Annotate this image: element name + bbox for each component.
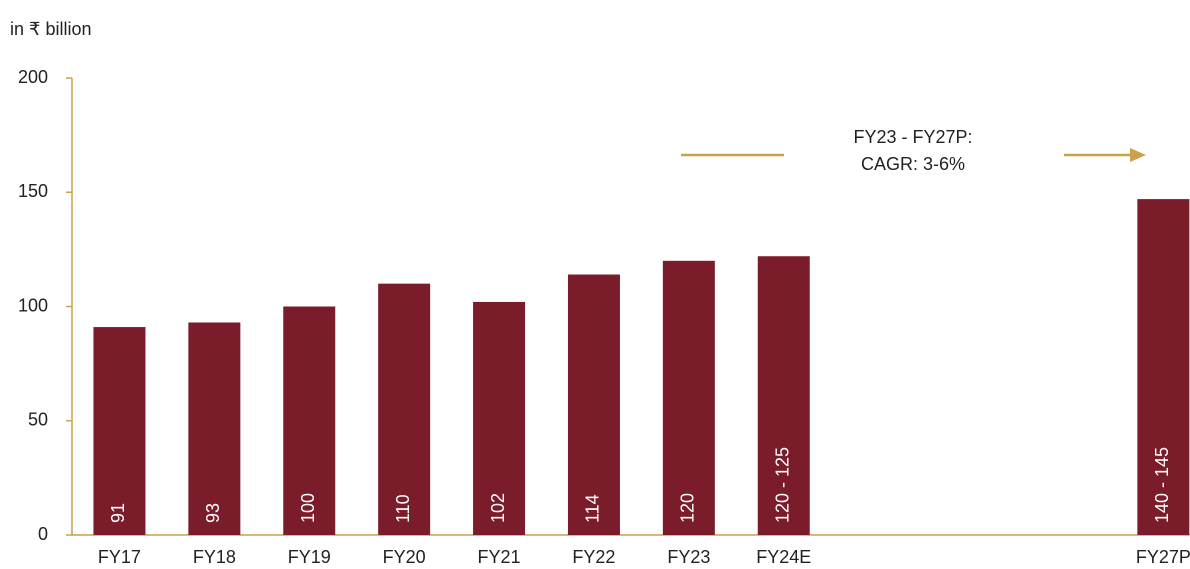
bar: [567, 274, 620, 535]
value-label: 110: [393, 494, 413, 523]
value-label: 120: [678, 493, 698, 523]
value-label: 102: [488, 493, 508, 523]
annotation-line: CAGR: 3-6%: [861, 154, 965, 174]
y-tick-label: 50: [28, 410, 48, 430]
bar: [473, 301, 526, 535]
unit-label: in ₹ billion: [10, 19, 92, 39]
x-tick-label: FY18: [193, 547, 236, 567]
annotation-line: FY23 - FY27P:: [853, 127, 972, 147]
value-label: 114: [583, 494, 603, 523]
x-tick-label: FY21: [478, 547, 521, 567]
x-tick-label: FY22: [572, 547, 615, 567]
value-label: 93: [203, 503, 223, 523]
bar: [662, 260, 715, 535]
y-tick-label: 100: [18, 295, 48, 315]
bar: [1137, 199, 1190, 536]
value-label: 91: [108, 503, 128, 523]
y-tick-label: 0: [38, 524, 48, 544]
value-label: 120 - 125: [773, 447, 793, 523]
value-label: 140 - 145: [1152, 447, 1172, 523]
x-tick-label: FY24E: [756, 547, 811, 567]
bar: [283, 306, 336, 535]
y-tick-label: 150: [18, 181, 48, 201]
arrow-head: [1130, 148, 1146, 162]
bar: [188, 322, 241, 535]
x-tick-label: FY27P: [1136, 547, 1190, 567]
x-tick-label: FY17: [98, 547, 141, 567]
bar: [378, 283, 431, 535]
x-tick-label: FY19: [288, 547, 331, 567]
y-tick-label: 200: [18, 67, 48, 87]
x-tick-label: FY23: [667, 547, 710, 567]
bar: [93, 327, 146, 535]
value-label: 100: [298, 493, 318, 523]
x-tick-label: FY20: [383, 547, 426, 567]
bar: [757, 256, 810, 535]
